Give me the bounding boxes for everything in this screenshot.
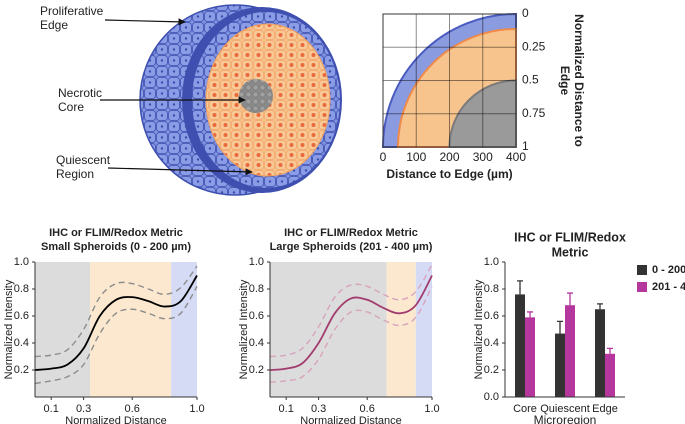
error-bar — [597, 303, 603, 310]
bar — [555, 333, 565, 397]
bar — [605, 353, 615, 397]
mean-line — [269, 275, 433, 371]
plot-frame — [382, 13, 517, 148]
y-axis-label: Edge — [558, 66, 572, 96]
x-tick-label: 400 — [506, 150, 526, 164]
illustration-label: Core — [58, 100, 84, 114]
x-tick-label: 100 — [406, 150, 426, 164]
illustration-label: Necrotic — [58, 86, 102, 100]
legend-label: 0 - 200 µm — [652, 264, 685, 276]
x-tick-label: Core — [513, 403, 537, 415]
x-tick-label: 0.3 — [311, 403, 326, 415]
x-axis-label: Microregion — [534, 413, 597, 424]
x-tick-label: 0.1 — [279, 403, 294, 415]
x-tick-label: 0 — [380, 150, 387, 164]
x-axis-label: Normalized Distance — [300, 415, 401, 424]
bar — [565, 305, 575, 397]
illustration-label: Quiescent — [56, 153, 111, 167]
bar — [515, 294, 525, 397]
y-tick-label: 0.6 — [249, 310, 264, 322]
error-bar — [557, 320, 563, 334]
chart-title: IHC or FLIM/Redox — [514, 230, 626, 244]
region — [448, 79, 517, 148]
y-tick-label: 0.4 — [14, 337, 29, 349]
x-axis-label: Distance to Edge (µm) — [386, 167, 512, 181]
error-bar — [517, 280, 523, 295]
x-axis-label: Normalized Distance — [65, 415, 166, 424]
legend-swatch — [637, 282, 647, 292]
y-tick-label: 0.2 — [249, 364, 264, 376]
chart-title: IHC or FLIM/Redox Metric — [284, 227, 418, 239]
y-tick-label: 0.75 — [522, 106, 546, 120]
x-tick-label: 1.0 — [189, 403, 204, 415]
illustration-label: Edge — [40, 18, 68, 32]
y-axis-label: Normalized Intensity — [238, 279, 250, 379]
y-tick-label: 0.0 — [484, 391, 499, 403]
x-tick-label: Quiescent — [540, 403, 590, 415]
x-tick-label: Edge — [592, 403, 618, 415]
x-tick-label: 0.6 — [360, 403, 375, 415]
chart-title: IHC or FLIM/Redox Metric — [49, 227, 183, 239]
y-tick-label: 0.2 — [14, 364, 29, 376]
bar — [525, 317, 535, 397]
error-bar — [567, 292, 573, 306]
y-tick-label: 0 — [522, 6, 529, 20]
y-tick-label: 0.4 — [249, 337, 264, 349]
legend-label: 201 - 400 µm — [652, 281, 685, 293]
illustration-label: Region — [56, 167, 94, 181]
chart-title: Metric — [552, 245, 589, 259]
mean-line — [34, 275, 198, 371]
y-tick-label: 0.5 — [522, 73, 539, 87]
y-tick-label: 1.0 — [14, 256, 29, 268]
y-axis-label: Normalized Intensity — [473, 279, 485, 379]
region — [35, 262, 91, 397]
x-tick-label: 1.0 — [424, 403, 439, 415]
chart-subtitle: Small Spheroids (0 - 200 µm) — [41, 241, 191, 253]
y-tick-label: 0.8 — [249, 283, 264, 295]
confidence-line — [269, 264, 433, 358]
error-bar — [607, 347, 613, 354]
x-tick-label: 0.1 — [44, 403, 59, 415]
y-tick-label: 1.0 — [249, 256, 264, 268]
y-tick-label: 0.6 — [484, 310, 499, 322]
spheroid-illustration — [139, 4, 342, 196]
legend-swatch — [637, 265, 647, 275]
region — [270, 262, 387, 397]
x-tick-label: 0.3 — [76, 403, 91, 415]
y-tick-label: 0.6 — [14, 310, 29, 322]
x-tick-label: 0.6 — [125, 403, 140, 415]
confidence-line — [34, 285, 198, 385]
x-tick-label: 200 — [439, 150, 459, 164]
illustration-arrows — [100, 18, 253, 176]
confidence-line — [34, 265, 198, 358]
region — [386, 262, 416, 397]
y-tick-label: 1 — [522, 139, 529, 153]
region — [90, 262, 172, 397]
y-tick-label: 0.8 — [14, 283, 29, 295]
confidence-line — [269, 285, 433, 383]
error-bar — [527, 311, 533, 318]
y-axis-label: Normalized Distance to — [572, 14, 586, 147]
y-tick-label: 0.8 — [484, 283, 499, 295]
y-tick-label: 0.4 — [484, 337, 499, 349]
y-tick-label: 0.25 — [522, 39, 546, 53]
chart-subtitle: Large Spheroids (201 - 400 µm) — [270, 241, 433, 253]
y-tick-label: 0.2 — [484, 364, 499, 376]
bar — [595, 309, 605, 397]
y-axis-label: Normalized Intensity — [3, 279, 15, 379]
y-tick-label: 1.0 — [484, 256, 499, 268]
illustration-label: Proliferative — [40, 4, 104, 18]
x-tick-label: 300 — [473, 150, 493, 164]
